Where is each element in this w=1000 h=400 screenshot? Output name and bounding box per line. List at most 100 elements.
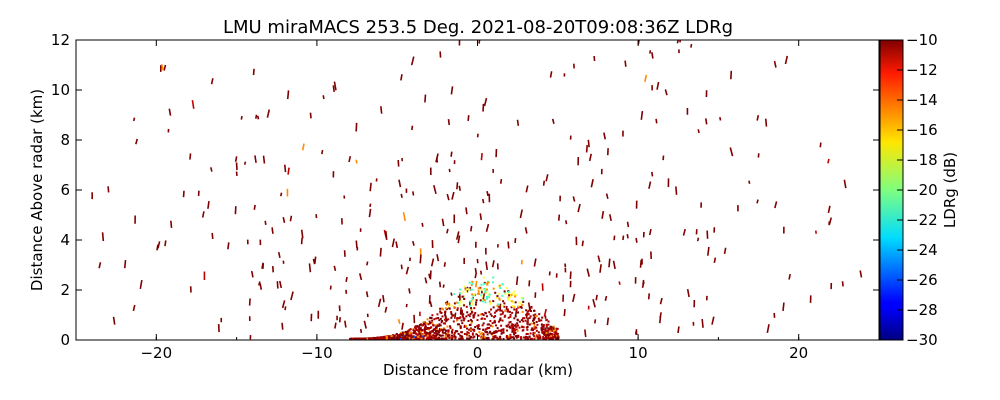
echo-pixel (483, 317, 486, 320)
echo-pixel (413, 332, 416, 335)
echo-pixel (453, 335, 456, 338)
echo-streak (485, 223, 490, 232)
echo-streak (400, 74, 403, 81)
echo-pixel (509, 335, 512, 338)
echo-streak (597, 255, 601, 263)
echo-pixel (453, 333, 456, 336)
echo-pixel (524, 337, 527, 340)
echo-streak (365, 291, 369, 298)
echo-pixel (382, 336, 385, 339)
echo-pixel (480, 317, 483, 320)
echo-pixel (410, 334, 413, 337)
echo-pixel (532, 314, 535, 317)
echo-pixel (427, 335, 430, 338)
echo-pixel (547, 335, 550, 338)
echo-streak (474, 241, 477, 248)
echo-pixel (448, 307, 451, 310)
echo-pixel (504, 309, 507, 312)
echo-pixel (526, 328, 529, 331)
echo-pixel (545, 319, 548, 322)
echo-streak (211, 232, 214, 239)
echo-pixel (403, 332, 406, 335)
echo-pixel (442, 328, 445, 331)
echo-pixel (555, 327, 558, 330)
echo-pixel (511, 292, 514, 295)
echo-pixel (510, 306, 513, 309)
echo-pixel (540, 323, 543, 326)
echo-streak (650, 251, 653, 259)
echo-pixel (431, 319, 434, 322)
radar-echoes (91, 40, 863, 340)
echo-streak (278, 280, 283, 289)
echo-pixel (533, 322, 536, 325)
echo-pixel (502, 329, 505, 332)
echo-pixel (438, 319, 441, 322)
echo-pixel (552, 336, 555, 339)
echo-streak (496, 244, 499, 248)
echo-pixel (458, 317, 461, 320)
echo-streak (635, 329, 638, 335)
echo-pixel (537, 331, 540, 334)
echo-pixel (445, 317, 448, 320)
echo-streak (533, 258, 537, 267)
echo-streak (132, 304, 136, 312)
echo-pixel (431, 314, 434, 317)
echo-pixel (476, 319, 479, 322)
echo-pixel (500, 309, 503, 312)
echo-pixel (474, 303, 477, 306)
echo-streak (419, 311, 421, 317)
echo-pixel (466, 311, 469, 314)
echo-streak (441, 218, 445, 227)
echo-pixel (504, 292, 507, 295)
echo-streak (455, 231, 460, 240)
echo-streak (450, 86, 454, 95)
echo-pixel (521, 297, 524, 300)
echo-pixel (485, 288, 488, 291)
echo-streak (309, 112, 312, 119)
echo-pixel (393, 336, 396, 339)
echo-streak (448, 168, 451, 173)
echo-pixel (497, 337, 500, 340)
echo-streak (756, 115, 760, 121)
echo-streak (210, 78, 214, 85)
echo-pixel (535, 320, 538, 323)
echo-streak (635, 237, 638, 243)
echo-pixel (492, 306, 495, 309)
echo-streak (843, 179, 847, 189)
echo-streak (453, 214, 456, 224)
echo-pixel (474, 326, 477, 329)
echo-streak (557, 214, 561, 221)
echo-streak (424, 277, 428, 284)
echo-streak (809, 295, 812, 303)
echo-streak (656, 81, 660, 90)
echo-pixel (469, 336, 472, 339)
echo-pixel (475, 299, 478, 302)
echo-pixel (444, 322, 447, 325)
echo-streak (359, 328, 363, 333)
echo-pixel (447, 318, 450, 321)
echo-streak (405, 188, 408, 193)
echo-pixel (534, 332, 537, 335)
echo-streak (618, 281, 621, 285)
echo-pixel (502, 300, 505, 303)
echo-pixel (517, 306, 520, 309)
echo-streak (160, 63, 165, 71)
echo-pixel (490, 314, 493, 317)
echo-pixel (425, 327, 428, 330)
echo-streak (277, 251, 281, 258)
echo-pixel (485, 297, 488, 300)
echo-streak (555, 273, 558, 278)
y-tick-label: 8 (60, 131, 70, 149)
echo-pixel (434, 336, 437, 339)
echo-streak (167, 128, 170, 133)
echo-streak (572, 196, 576, 202)
echo-streak (587, 305, 590, 310)
echo-streak (453, 312, 457, 319)
echo-streak (271, 265, 275, 273)
echo-streak (581, 240, 584, 247)
echo-pixel (526, 322, 529, 325)
echo-streak (495, 148, 498, 158)
echo-streak (235, 162, 238, 171)
echo-streak (345, 276, 348, 283)
echo-pixel (496, 295, 499, 298)
